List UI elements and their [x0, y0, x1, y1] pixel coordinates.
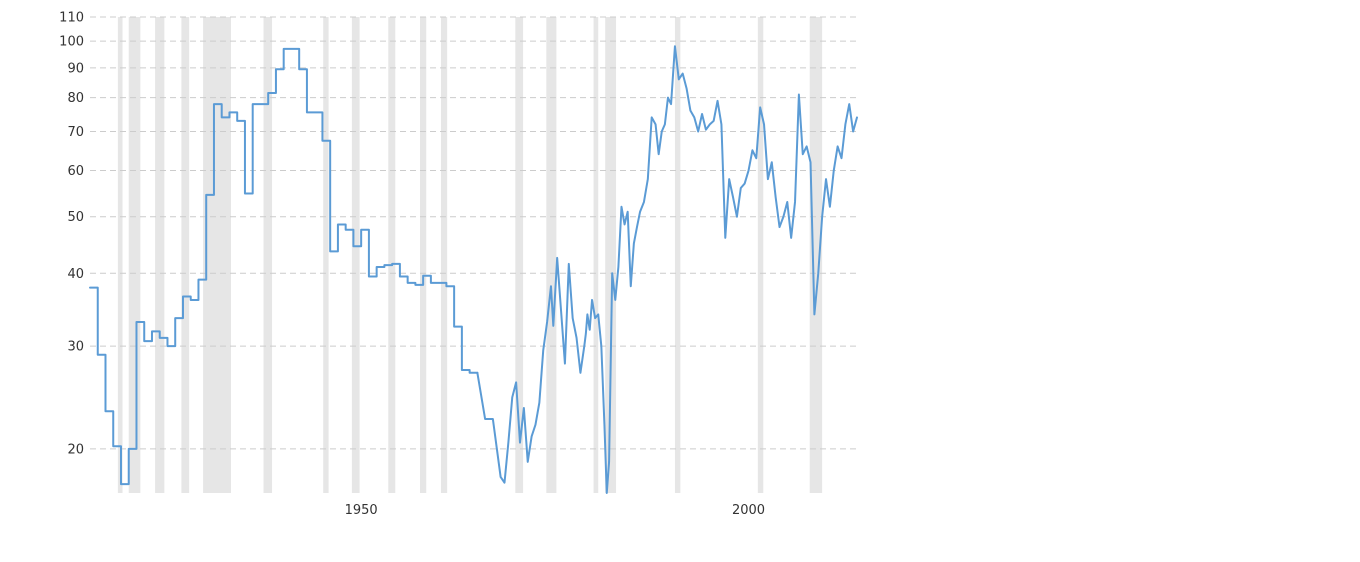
recession-band-17 — [809, 17, 823, 493]
series-lines — [89, 45, 858, 494]
y-tick-label-100: 100 — [59, 35, 84, 50]
recession-band-1 — [128, 17, 141, 493]
grid-lines — [90, 16, 857, 450]
x-tick-label-2000: 2000 — [732, 503, 765, 518]
recession-band-16 — [757, 17, 764, 493]
recession-band-3 — [181, 17, 190, 493]
recession-band-14 — [605, 17, 617, 493]
recession-band-7 — [351, 17, 360, 493]
x-tick-label-1950: 1950 — [345, 503, 378, 518]
recession-band-9 — [420, 17, 427, 493]
recession-band-5 — [263, 17, 273, 493]
y-tick-label-80: 80 — [67, 91, 84, 106]
y-tick-label-110: 110 — [59, 11, 84, 26]
recession-bands — [117, 17, 823, 493]
y-tick-label-20: 20 — [67, 442, 84, 457]
y-tick-label-70: 70 — [67, 125, 84, 140]
recession-band-8 — [388, 17, 396, 493]
recession-band-13 — [593, 17, 599, 493]
recession-band-11 — [515, 17, 524, 493]
series-line-0 — [89, 47, 479, 486]
recession-band-6 — [323, 17, 329, 493]
y-tick-label-60: 60 — [67, 164, 84, 179]
series-line-1 — [476, 45, 858, 494]
x-axis-tick-labels: 1950 2000 — [345, 503, 765, 518]
recession-band-2 — [155, 17, 165, 493]
recession-band-0 — [117, 17, 123, 493]
y-tick-label-40: 40 — [67, 267, 84, 282]
y-tick-label-50: 50 — [67, 210, 84, 225]
y-axis-tick-labels: 110 100 90 80 70 60 50 40 30 20 — [59, 11, 84, 458]
recession-band-12 — [546, 17, 557, 493]
recession-band-4 — [203, 17, 231, 493]
y-tick-label-90: 90 — [67, 61, 84, 76]
y-tick-label-30: 30 — [67, 340, 84, 355]
recession-band-15 — [674, 17, 681, 493]
recession-band-10 — [440, 17, 448, 493]
